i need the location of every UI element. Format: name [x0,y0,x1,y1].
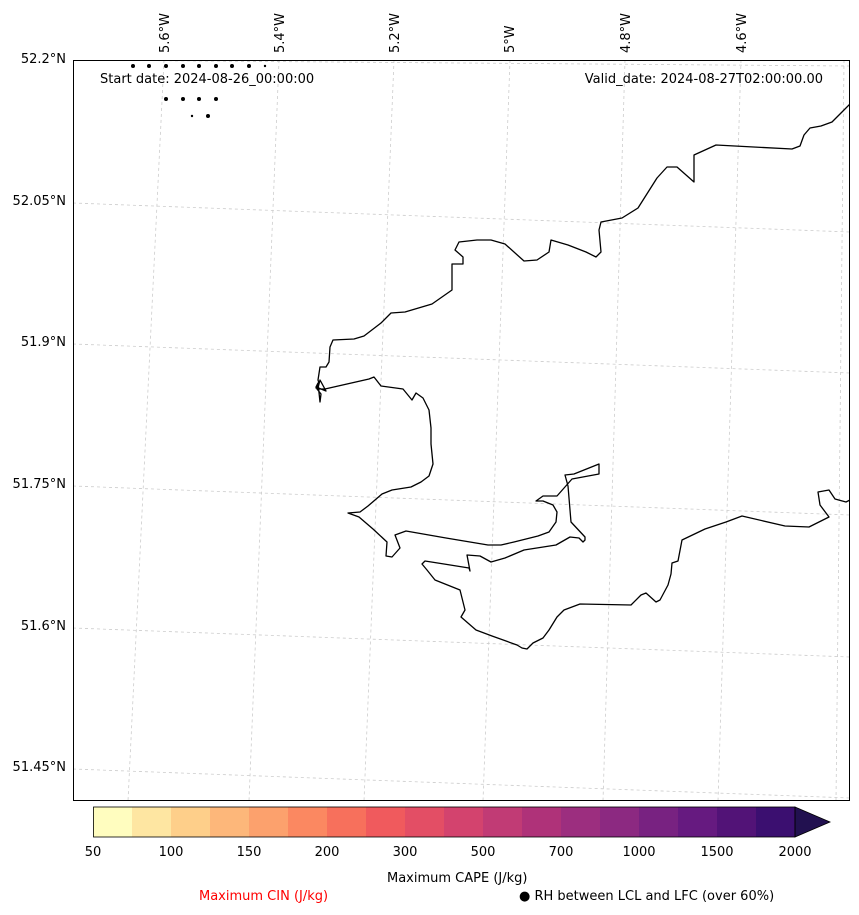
rh-dot [247,64,251,68]
colorbar-segment [639,807,679,837]
colorbar-tick-label: 700 [548,845,574,860]
rh-dot [164,64,168,68]
lon-label-5-6: 5.6°W [158,12,173,53]
rh-dot [206,114,210,118]
start-date-label: Start date: 2024-08-26_00:00:00 [100,72,314,87]
colorbar-segment [717,807,757,837]
colorbar-tick-label: 50 [84,845,102,860]
colorbar-tick-label: 200 [314,845,340,860]
gridlines [73,60,850,801]
rh-markers [131,64,267,118]
rh-dot [263,64,267,68]
colorbar-segment [249,807,289,837]
lat-label-51-6: 51.6°N [20,619,66,634]
colorbar-extend-arrow [794,806,832,838]
map-frame [73,60,850,801]
valid-date-label: Valid_date: 2024-08-27T02:00:00.00 [585,72,823,87]
colorbar-segment [93,807,133,837]
colorbar-segment [678,807,718,837]
rh-dot [214,64,218,68]
colorbar-segment [327,807,367,837]
rh-dot [181,64,185,68]
rh-dot [197,97,201,101]
colorbar-tick-label: 1500 [700,845,734,860]
rh-dot [147,64,151,68]
lat-label-51-75: 51.75°N [12,477,66,492]
colorbar-segment [522,807,562,837]
lon-label-5-4: 5.4°W [273,12,288,53]
lon-label-5: 5°W [503,25,518,53]
lat-label-52-05: 52.05°N [12,194,66,209]
lon-label-4-8: 4.8°W [619,12,634,53]
lat-label-51-9: 51.9°N [20,335,66,350]
colorbar-segment [171,807,211,837]
colorbar-tick-label: 100 [158,845,184,860]
colorbar-title: Maximum CAPE (J/kg) [387,871,528,886]
rh-dot [131,64,135,68]
map-panel: Start date: 2024-08-26_00:00:00 Valid_da… [73,60,850,801]
colorbar-segments [93,807,796,837]
colorbar-tick-label: 1000 [622,845,656,860]
coastline [315,103,850,650]
colorbar-segment [288,807,328,837]
colorbar-tick-label: 500 [470,845,496,860]
rh-dot [164,97,168,101]
colorbar-tick-label: 150 [236,845,262,860]
lon-label-5-2: 5.2°W [388,12,403,53]
cin-legend-label: Maximum CIN (J/kg) [199,889,329,904]
colorbar-segment [132,807,172,837]
colorbar-frame [93,806,796,838]
rh-legend-label: ● RH between LCL and LFC (over 60%) [519,889,775,904]
lat-label-51-45: 51.45°N [12,760,66,775]
rh-dot [230,64,234,68]
colorbar-segment [756,807,796,837]
colorbar-segment [444,807,484,837]
rh-dot [181,97,185,101]
rh-dot [214,97,218,101]
colorbar-segment [600,807,640,837]
colorbar-segment [561,807,601,837]
colorbar [93,806,832,838]
colorbar-tick-label: 300 [392,845,418,860]
colorbar-segment [366,807,406,837]
rh-dot [190,114,194,118]
lat-label-52-2: 52.2°N [20,52,66,67]
rh-dot [197,64,201,68]
lon-label-4-6: 4.6°W [735,12,750,53]
colorbar-segment [405,807,445,837]
colorbar-segment [483,807,523,837]
colorbar-tick-label: 2000 [778,845,812,860]
colorbar-segment [210,807,250,837]
